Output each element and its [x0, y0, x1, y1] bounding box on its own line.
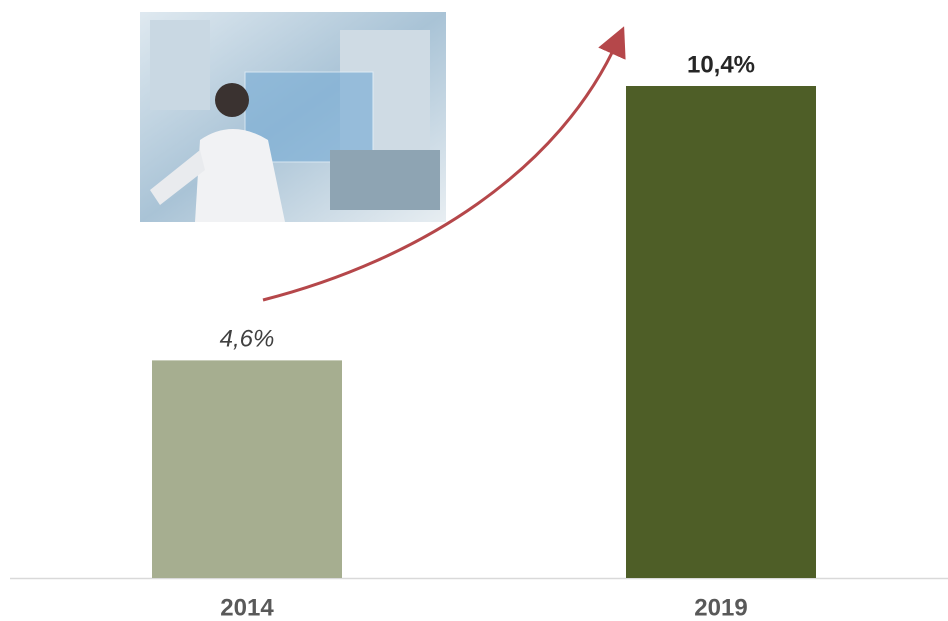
photo: [140, 12, 446, 222]
value-label: 10,4%: [687, 51, 755, 78]
x-tick-label: 2014: [220, 594, 274, 621]
x-tick-label: 2019: [694, 594, 747, 621]
bar: [626, 86, 816, 578]
bar: [152, 360, 342, 578]
value-label: 4,6%: [220, 326, 275, 353]
trend-arrow: [262, 26, 626, 302]
